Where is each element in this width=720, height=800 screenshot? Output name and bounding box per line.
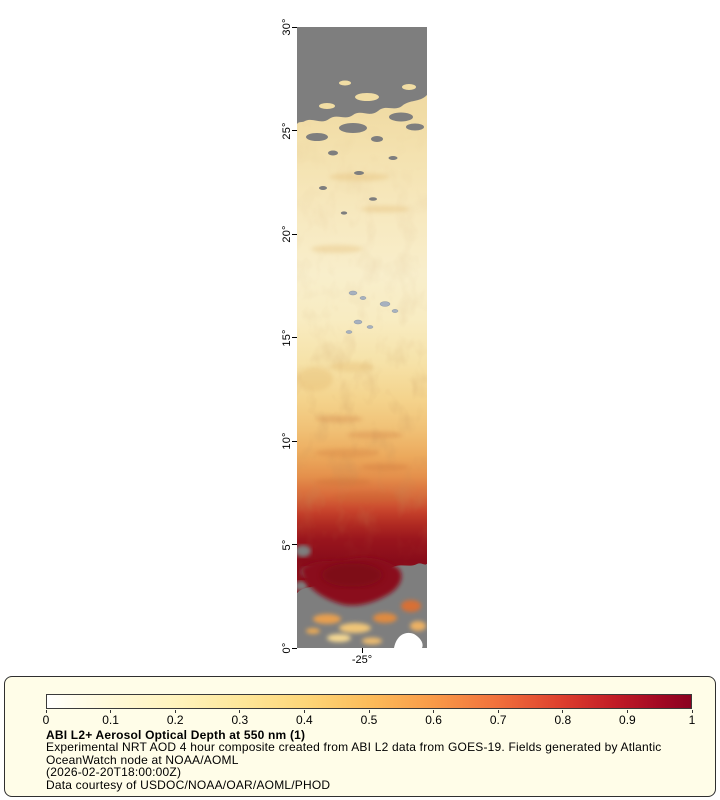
no-data-region-top	[297, 27, 427, 215]
cloud-gaps	[319, 80, 416, 109]
swath-gap	[394, 632, 423, 648]
colorbar-tick-mark	[562, 710, 564, 713]
colorbar	[46, 694, 692, 709]
y-axis-tick-label: 5°	[281, 539, 293, 550]
colorbar-tick-label: 0.5	[360, 713, 378, 727]
haze-wisps	[297, 173, 409, 391]
legend-panel: 0 0.1 0.2 0.3 0.4 0.5	[4, 676, 716, 797]
colorbar-tick-mark	[691, 710, 693, 713]
aod-map-plot: 30° 25° 20° 15° 10° 5° 0° -25°	[281, 18, 427, 666]
colorbar-tick-mark	[368, 710, 370, 713]
y-axis-tick-mark	[292, 440, 297, 442]
colorbar-tick-label: 0.1	[102, 713, 119, 727]
y-axis-tick-mark	[292, 337, 297, 338]
colorbar-tick-mark	[497, 710, 499, 713]
y-axis-tick-mark	[292, 130, 297, 131]
dust-streaks	[315, 415, 409, 502]
caption: ABI L2+ Aerosol Optical Depth at 550 nm …	[46, 729, 710, 791]
y-axis-tick-label: 0°	[281, 642, 293, 654]
colorbar-tick-label: 0.6	[425, 713, 442, 727]
plume-core	[322, 563, 382, 587]
colorbar-scale: 0 0.1 0.2 0.3 0.4 0.5	[42, 710, 695, 728]
product-description-line-1: Experimental NRT AOD 4 hour composite cr…	[46, 740, 662, 755]
aod-map-image	[297, 27, 427, 648]
colorbar-tick-mark	[110, 710, 112, 713]
y-axis-tick-label: 20°	[281, 225, 293, 243]
islands	[345, 290, 399, 334]
y-axis-tick-mark	[292, 544, 297, 545]
x-axis-tick-label: -25°	[351, 654, 373, 666]
data-credit: Data courtesy of USDOC/NOAA/OAR/AOML/PHO…	[46, 777, 331, 792]
colorbar-tick-label: 0.3	[231, 713, 249, 727]
colorbar-tick-label: 0	[42, 713, 50, 727]
colorbar-tick-label: 0.2	[166, 713, 184, 727]
y-axis-tick-mark	[292, 647, 297, 649]
product-title: ABI L2+ Aerosol Optical Depth at 550 nm …	[46, 728, 306, 742]
product-timestamp: (2026-02-20T18:00:00Z)	[46, 765, 182, 780]
colorbar-tick-mark	[174, 710, 176, 713]
colorbar-tick-mark	[303, 710, 305, 713]
colorbar-tick-mark	[626, 710, 628, 713]
y-axis-tick-label: 15°	[281, 328, 293, 347]
x-axis-tick-mark	[361, 648, 363, 653]
y-axis-tick-label: 25°	[281, 121, 293, 140]
bottom-aod-patches	[306, 600, 426, 645]
colorbar-tick-mark	[239, 710, 241, 713]
colorbar-tick-label: 1	[688, 713, 696, 727]
colorbar-tick-label: 0.9	[619, 713, 636, 727]
y-axis-tick-mark	[292, 233, 297, 235]
colorbar-tick-label: 0.4	[296, 713, 313, 727]
colorbar-tick-mark	[45, 710, 47, 713]
y-axis-tick-mark	[292, 26, 297, 28]
y-axis-tick-label: 10°	[281, 432, 293, 450]
colorbar-tick-label: 0.8	[554, 713, 572, 727]
colorbar-tick-label: 0.7	[489, 713, 507, 727]
colorbar-tick-mark	[433, 710, 435, 713]
product-description-line-2: OceanWatch node at NOAA/AOML	[46, 752, 239, 767]
y-axis-tick-label: 30°	[281, 18, 293, 36]
